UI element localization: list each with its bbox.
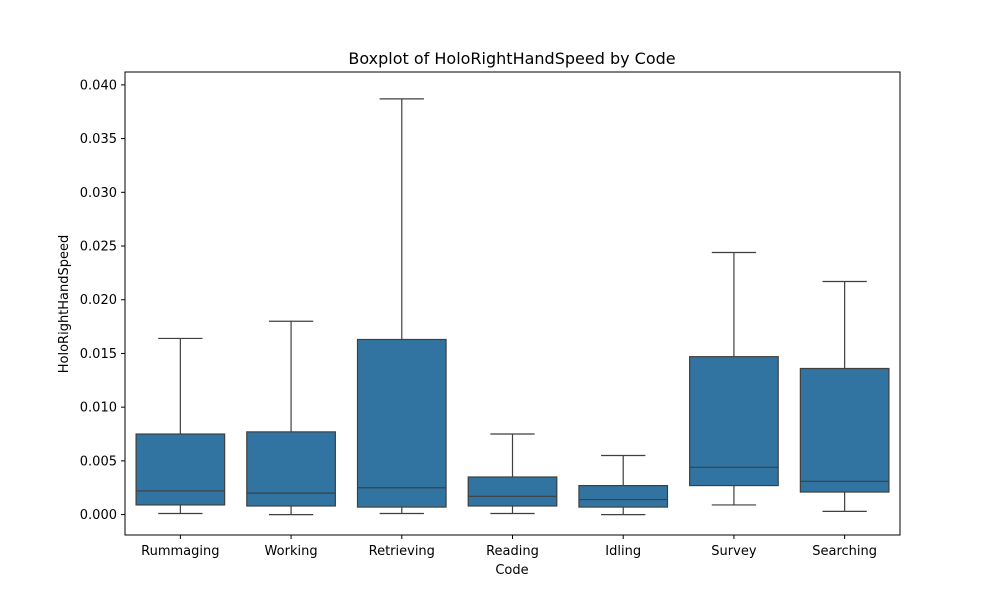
y-tick-label: 0.005 <box>80 454 117 469</box>
y-tick-label: 0.015 <box>80 347 117 362</box>
box-retrieving <box>356 98 447 515</box>
y-tick-label: 0.010 <box>80 401 117 416</box>
y-axis: 0.000 0.005 0.010 0.015 0.020 0.025 0.030 0.035… <box>80 78 125 523</box>
y-axis-label: HoloRightHandSpeed <box>57 235 72 374</box>
x-tick-label: Searching <box>812 544 877 559</box>
box-iqr <box>246 431 336 507</box>
box-iqr <box>578 484 669 508</box>
x-tick-label: Working <box>265 544 318 559</box>
y-tick-label: 0.025 <box>80 240 117 255</box>
x-tick-label: Rummaging <box>141 544 219 559</box>
x-tick-label: Survey <box>711 544 757 559</box>
box-iqr <box>467 476 558 507</box>
box-iqr <box>689 356 779 487</box>
plot-area <box>135 98 890 516</box>
box-survey <box>689 251 779 506</box>
x-tick-label: Reading <box>486 544 539 559</box>
x-tick-label: Idling <box>605 544 641 559</box>
x-tick-label: Retrieving <box>369 544 435 559</box>
box-working <box>246 320 336 516</box>
y-tick-label: 0.000 <box>80 508 117 523</box>
box-rummaging <box>135 337 226 515</box>
y-tick-label: 0.040 <box>80 78 117 93</box>
box-iqr <box>799 367 890 493</box>
box-iqr <box>135 433 226 506</box>
box-reading <box>467 433 558 515</box>
y-tick-label: 0.020 <box>80 293 117 308</box>
box-searching <box>799 280 890 512</box>
box-idling <box>578 454 669 516</box>
chart-title: Boxplot of HoloRightHandSpeed by Code <box>348 49 675 68</box>
y-tick-label: 0.030 <box>80 186 117 201</box>
y-tick-label: 0.035 <box>80 132 117 147</box>
x-axis-label: Code <box>495 563 528 578</box>
x-axis: Rummaging Working Retrieving Reading Idling S… <box>141 535 877 559</box>
box-iqr <box>356 338 447 508</box>
